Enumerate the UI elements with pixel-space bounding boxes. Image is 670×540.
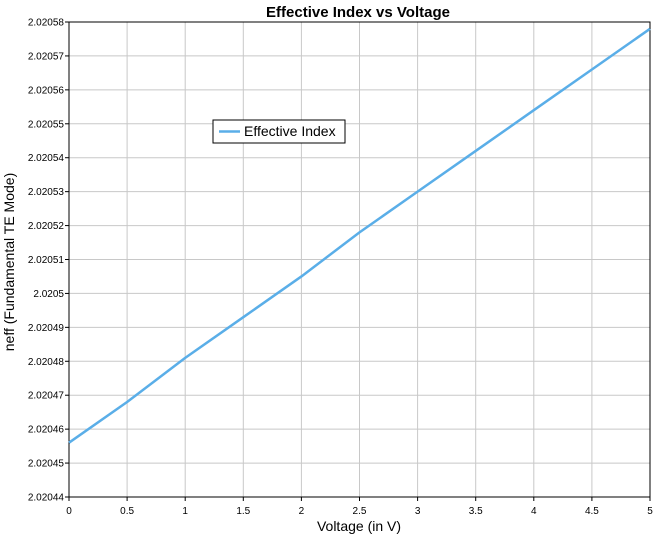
y-tick-label: 2.02045 — [28, 459, 65, 470]
y-tick-label: 2.02046 — [28, 425, 65, 436]
y-tick-label: 2.02049 — [28, 323, 65, 334]
x-axis-title: Voltage (in V) — [317, 518, 401, 534]
y-tick-label: 2.02053 — [28, 187, 65, 198]
x-tick-label: 5 — [647, 506, 653, 517]
y-tick-label: 2.02058 — [28, 18, 65, 29]
y-tick-label: 2.02044 — [28, 493, 65, 504]
legend-label: Effective Index — [244, 123, 336, 139]
x-tick-label: 2 — [299, 506, 305, 517]
x-tick-label: 2.5 — [353, 506, 367, 517]
x-tick-label: 0.5 — [120, 506, 134, 517]
y-tick-label: 2.0205 — [33, 289, 64, 300]
series-layer — [68, 27, 651, 444]
y-tick-label: 2.02056 — [28, 85, 65, 96]
plot-frame — [68, 21, 651, 498]
legend-box — [212, 119, 346, 144]
y-tick-label: 2.02051 — [28, 255, 65, 266]
grid — [68, 21, 651, 498]
x-tick-label: 3 — [415, 506, 421, 517]
y-tick-label: 2.02055 — [28, 119, 65, 130]
y-tick-label: 2.02048 — [28, 357, 65, 368]
y-tick-label: 2.02054 — [28, 153, 65, 164]
y-axis-ticks: 2.02044 2.02045 2.02046 2.02047 2.02048 2.020… — [28, 18, 69, 504]
chart-title: Effective Index vs Voltage — [266, 4, 450, 21]
x-tick-label: 1.5 — [236, 506, 250, 517]
x-axis-ticks: 0 0.5 1 1.5 2 2.5 3 3.5 4 4.5 5 — [66, 497, 653, 517]
x-tick-label: 1 — [182, 506, 188, 517]
x-tick-label: 4 — [531, 506, 537, 517]
x-tick-label: 0 — [66, 506, 72, 517]
y-tick-label: 2.02052 — [28, 221, 65, 232]
y-tick-label: 2.02057 — [28, 51, 65, 62]
legend: Effective Index — [212, 119, 346, 144]
x-tick-label: 3.5 — [469, 506, 483, 517]
series-line-effective-index — [68, 27, 651, 444]
x-tick-label: 4.5 — [585, 506, 599, 517]
y-axis-title: neff (Fundamental TE Mode) — [1, 173, 17, 351]
y-tick-label: 2.02047 — [28, 391, 65, 402]
